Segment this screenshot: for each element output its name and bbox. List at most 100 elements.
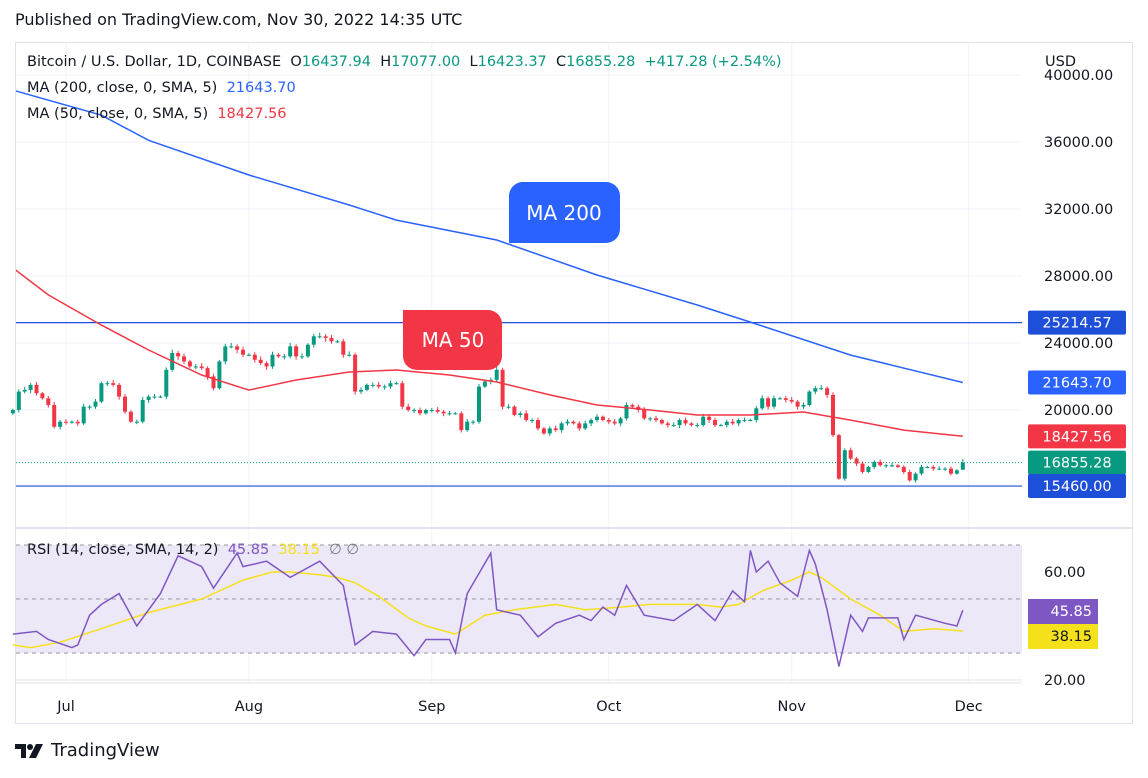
candle-body [482, 381, 487, 387]
rsi-label-bg [1028, 624, 1098, 649]
candle [960, 458, 965, 470]
candle-body [954, 470, 959, 474]
open-label: O [290, 54, 302, 70]
candle [760, 395, 765, 411]
candle-body [305, 344, 310, 357]
candle [81, 403, 86, 426]
candle-body [813, 388, 818, 392]
candle-body [87, 406, 92, 408]
candle [364, 383, 369, 392]
candle-body [665, 423, 670, 426]
candle [93, 399, 98, 409]
candle-body [642, 410, 647, 419]
candle [134, 419, 139, 425]
ma50-legend[interactable]: MA (50, close, 0, SMA, 5) 18427.56 [27, 106, 287, 122]
candle [730, 418, 735, 426]
candle [612, 418, 617, 426]
candle-body [707, 416, 712, 421]
candle-body [724, 421, 729, 426]
candle [64, 419, 68, 425]
candle [235, 344, 240, 354]
candle-body [465, 421, 470, 431]
candle [559, 421, 564, 433]
candle [766, 396, 771, 410]
candle [418, 407, 422, 416]
candle-body [612, 421, 617, 424]
candle-body [512, 406, 517, 416]
candle-body [913, 473, 918, 481]
candle-body [683, 420, 688, 424]
candle [789, 396, 794, 404]
candle [282, 353, 287, 360]
candle [713, 417, 717, 428]
candle-body [801, 404, 806, 407]
candle [901, 465, 906, 475]
candle [742, 417, 747, 423]
candle-body [890, 465, 894, 467]
candle [40, 391, 45, 400]
candle [860, 461, 865, 474]
rsi-band [16, 545, 1022, 653]
candle-body [93, 401, 98, 407]
candle [943, 467, 948, 472]
candle-body [99, 383, 104, 402]
candle [872, 460, 877, 470]
candle-body [795, 401, 800, 407]
candle-body [187, 361, 192, 367]
tradingview-brand[interactable]: TradingView [15, 740, 160, 761]
ma50-annotation[interactable]: MA 50 [403, 310, 502, 370]
candle [288, 342, 293, 359]
candle-body [246, 354, 251, 356]
candle-body [459, 413, 464, 431]
candle-body [506, 406, 511, 408]
candle [99, 381, 104, 403]
candle-body [329, 337, 334, 342]
candle [28, 383, 33, 394]
price-label-text: 15460.00 [1042, 479, 1111, 495]
candle [506, 404, 511, 409]
rsi-tick-label: 60.00 [1044, 565, 1086, 581]
candle [547, 426, 552, 436]
candle [654, 415, 658, 423]
candle-body [164, 369, 169, 397]
brand-name: TradingView [51, 740, 160, 761]
candle [341, 338, 346, 358]
candle [854, 457, 859, 467]
high-label: H [380, 54, 392, 70]
candle-body [689, 423, 694, 426]
ma50-annotation-text: MA 50 [422, 328, 485, 352]
candle-body [831, 394, 835, 436]
candle [223, 343, 228, 365]
candle [541, 427, 546, 435]
ma200-legend[interactable]: MA (200, close, 0, SMA, 5) 21643.70 [27, 80, 296, 96]
candle-body [648, 418, 653, 420]
candle-body [388, 383, 393, 387]
candle-body [718, 425, 723, 427]
candle [683, 417, 688, 426]
candle [724, 419, 729, 428]
ma200-annotation[interactable]: MA 200 [508, 182, 620, 243]
candle [630, 403, 635, 409]
candle-body [536, 420, 540, 429]
candle [300, 353, 304, 359]
candle [842, 448, 847, 481]
candle-body [270, 354, 275, 367]
candle-body [52, 404, 57, 427]
candle-body [252, 354, 257, 360]
candle-body [943, 468, 948, 470]
candle-body [960, 462, 965, 470]
candle-body [46, 398, 51, 405]
candle-body [199, 366, 204, 369]
candle-body [654, 418, 658, 421]
symbol-title[interactable]: Bitcoin / U.S. Dollar, 1D, COINBASE [27, 54, 282, 70]
candle-body [376, 384, 381, 387]
rsi-legend[interactable]: RSI (14, close, SMA, 14, 2) 45.85 38.15 … [27, 542, 359, 558]
candle [164, 367, 169, 400]
candle [813, 385, 818, 395]
candle [105, 380, 110, 386]
price-label-bg [1028, 310, 1126, 335]
candle [919, 464, 924, 476]
candle-body [630, 404, 635, 407]
y-tick-label: 36000.00 [1044, 135, 1113, 151]
